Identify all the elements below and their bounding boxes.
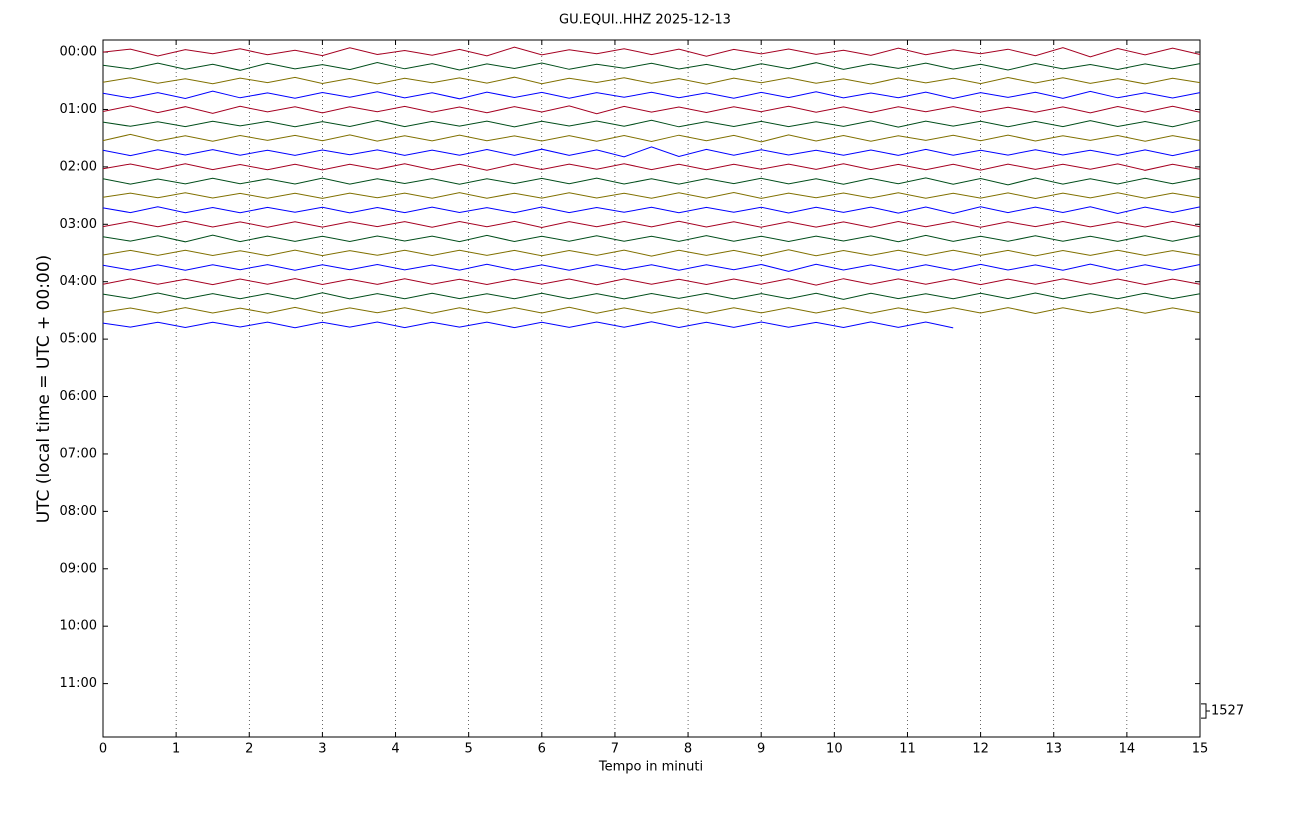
trace bbox=[102, 61, 1201, 71]
trace bbox=[102, 263, 1201, 272]
trace bbox=[102, 177, 1201, 186]
trace bbox=[102, 146, 1201, 158]
x-tick-label: 15 bbox=[1192, 742, 1209, 757]
x-tick-label: 12 bbox=[972, 742, 989, 757]
trace bbox=[102, 234, 1201, 243]
x-tick-label: 3 bbox=[318, 742, 326, 757]
x-tick-label: 13 bbox=[1045, 742, 1062, 757]
y-tick-label: 02:00 bbox=[60, 159, 97, 174]
plot-frame bbox=[102, 39, 1201, 738]
x-tick-label: 2 bbox=[245, 742, 253, 757]
y-tick-label: 04:00 bbox=[60, 274, 97, 289]
x-tick-label: 4 bbox=[391, 742, 399, 757]
y-tick-label: 10:00 bbox=[60, 619, 97, 634]
y-tick-label: 11:00 bbox=[60, 676, 97, 691]
trace bbox=[102, 46, 1201, 58]
trace bbox=[102, 191, 1201, 200]
trace bbox=[102, 76, 1201, 85]
trace bbox=[102, 249, 1201, 257]
y-tick-label: 06:00 bbox=[60, 389, 97, 404]
y-tick-label: 07:00 bbox=[60, 446, 97, 461]
trace bbox=[102, 292, 1201, 300]
y-tick-label: 03:00 bbox=[60, 217, 97, 232]
trace bbox=[102, 206, 1201, 215]
trace bbox=[102, 321, 954, 329]
y-axis-label: UTC (local time = UTC + 00:00) bbox=[34, 255, 54, 524]
x-tick-label: 6 bbox=[538, 742, 546, 757]
x-tick-label: 8 bbox=[684, 742, 692, 757]
trace bbox=[102, 133, 1201, 143]
x-tick-label: 7 bbox=[611, 742, 619, 757]
trace bbox=[102, 220, 1201, 229]
trace bbox=[102, 119, 1201, 128]
x-tick-label: 1 bbox=[172, 742, 180, 757]
y-tick-label: 05:00 bbox=[60, 332, 97, 347]
y-tick-label: 01:00 bbox=[60, 102, 97, 117]
x-tick-label: 5 bbox=[465, 742, 473, 757]
x-tick-label: 0 bbox=[99, 742, 107, 757]
trace bbox=[102, 163, 1201, 171]
x-tick-label: 9 bbox=[757, 742, 765, 757]
trace bbox=[102, 105, 1201, 115]
x-tick-label: 10 bbox=[826, 742, 843, 757]
chart-title: GU.EQUI..HHZ 2025-12-13 bbox=[559, 13, 731, 28]
y-tick-label: 00:00 bbox=[60, 45, 97, 60]
trace bbox=[102, 90, 1201, 100]
x-axis-label: Tempo in minuti bbox=[598, 760, 703, 775]
x-tick-label: 14 bbox=[1119, 742, 1136, 757]
scale-bar-label: 1527 bbox=[1211, 704, 1244, 719]
trace bbox=[102, 306, 1201, 315]
trace bbox=[102, 278, 1201, 286]
y-tick-label: 08:00 bbox=[60, 504, 97, 519]
x-tick-label: 11 bbox=[899, 742, 916, 757]
scale-bar bbox=[1201, 703, 1210, 719]
y-tick-label: 09:00 bbox=[60, 561, 97, 576]
